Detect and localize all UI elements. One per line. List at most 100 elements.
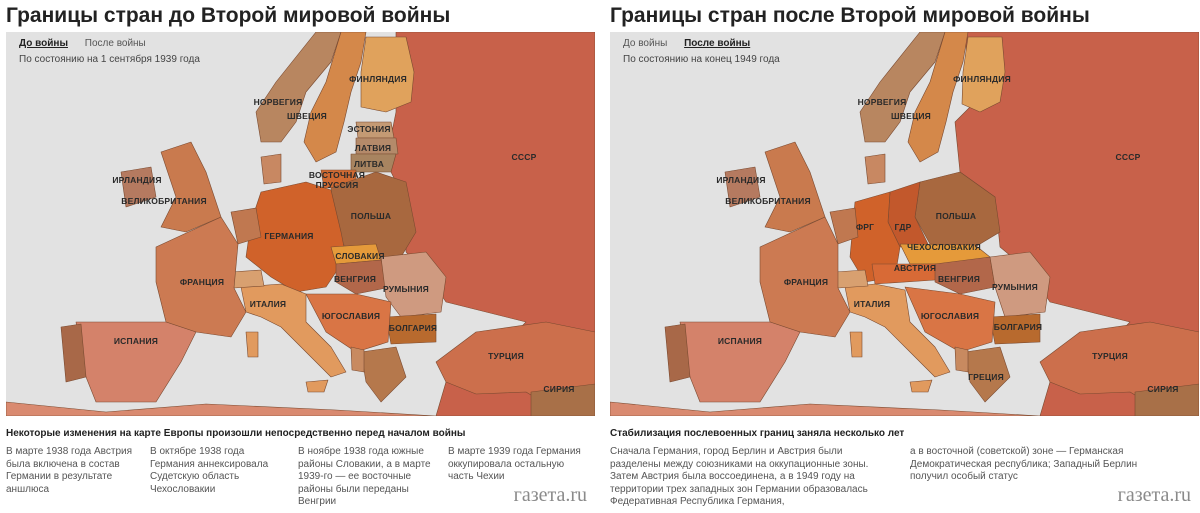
region-romania — [380, 251, 447, 318]
region-denmark — [864, 153, 886, 185]
label-bulgaria: БОЛГАРИЯ — [993, 322, 1043, 332]
region-bulgaria — [989, 313, 1041, 345]
region-north-africa — [6, 401, 437, 416]
region-uk — [764, 141, 826, 233]
tab-before-war[interactable]: До войны — [19, 38, 68, 49]
date-note: По состоянию на конец 1949 года — [623, 54, 780, 65]
label-bulgaria: БОЛГАРИЯ — [388, 323, 438, 333]
label-latvia: ЛАТВИЯ — [354, 143, 392, 153]
label-ireland: ИРЛАНДИЯ — [112, 175, 162, 185]
label-estonia: ЭСТОНИЯ — [347, 124, 391, 134]
caption: Стабилизация послевоенных границ заняла … — [610, 428, 905, 439]
tab-before-war[interactable]: До войны — [623, 38, 668, 49]
label-finland: ФИНЛЯНДИЯ — [953, 74, 1011, 84]
region-sweden — [303, 32, 367, 163]
region-hungary — [934, 256, 996, 295]
tab-after-war[interactable]: После войны — [84, 38, 146, 49]
caption: Некоторые изменения на карте Европы прои… — [6, 428, 466, 439]
label-czechoslovakia: ЧЕХОСЛОВАКИЯ — [907, 242, 981, 252]
label-syria: СИРИЯ — [543, 384, 575, 394]
region-syria — [530, 383, 595, 416]
label-poland: ПОЛЬША — [935, 211, 977, 221]
region-ussr — [385, 32, 595, 416]
region-syria — [1134, 383, 1199, 416]
region-ireland — [724, 166, 761, 208]
label-ireland: ИРЛАНДИЯ — [716, 175, 766, 185]
label-slovakia: СЛОВАКИЯ — [335, 251, 385, 261]
region-portugal — [664, 323, 691, 383]
label-france: ФРАНЦИЯ — [179, 277, 225, 287]
region-albania — [954, 346, 969, 373]
tab-bar: До войны После войны — [623, 38, 764, 49]
map-before: До войны После войны По состоянию на 1 с… — [6, 32, 595, 416]
tab-after-war[interactable]: После войны — [684, 38, 751, 49]
map-panel-before: Границы стран до Второй мировой войны — [0, 0, 595, 513]
label-ussr: СССР — [511, 152, 537, 162]
region-norway — [255, 32, 342, 143]
note-column-2: а в восточной (советской) зоне — Германс… — [910, 446, 1138, 482]
note-column-1: Сначала Германия, город Берлин и Австрия… — [610, 446, 869, 507]
label-spain: ИСПАНИЯ — [113, 336, 159, 346]
note-column-3: В ноябре 1938 года южные районы Словакии… — [298, 446, 431, 507]
region-romania — [989, 251, 1051, 318]
tab-bar: До войны После войны — [19, 38, 160, 49]
region-france — [155, 216, 247, 338]
region-finland — [961, 36, 1006, 113]
label-romania: РУМЫНИЯ — [382, 284, 430, 294]
region-denmark — [260, 153, 282, 185]
label-sweden: ШВЕЦИЯ — [891, 111, 931, 121]
europe-map — [6, 32, 595, 416]
label-gdr: ГДР — [894, 222, 912, 232]
label-hungary: ВЕНГРИЯ — [937, 274, 981, 284]
region-lithuania — [350, 153, 397, 173]
brand-logo: газета.ru — [1117, 484, 1191, 506]
label-norway: НОРВЕГИЯ — [857, 97, 907, 107]
label-norway: НОРВЕГИЯ — [253, 97, 303, 107]
label-turkey: ТУРЦИЯ — [1092, 351, 1128, 361]
panel-title: Границы стран до Второй мировой войны — [6, 4, 451, 27]
region-portugal — [60, 323, 87, 383]
region-switzerland — [230, 269, 265, 289]
label-germany: ГЕРМАНИЯ — [264, 231, 314, 241]
region-ussr — [954, 32, 1199, 416]
region-frg — [849, 191, 901, 283]
region-bulgaria — [385, 313, 437, 345]
map-after: До войны После войны По состоянию на кон… — [610, 32, 1199, 416]
region-poland — [914, 171, 1001, 248]
label-syria: СИРИЯ — [1147, 384, 1179, 394]
region-sweden — [907, 32, 969, 163]
label-poland: ПОЛЬША — [350, 211, 392, 221]
label-finland: ФИНЛЯНДИЯ — [349, 74, 407, 84]
label-uk: ВЕЛИКОБРИТАНИЯ — [725, 196, 811, 206]
note-column-1: В марте 1938 года Австрия была включена … — [6, 446, 133, 495]
label-ussr: СССР — [1115, 152, 1141, 162]
region-greece — [964, 346, 1011, 403]
region-latvia — [355, 137, 399, 155]
label-frg: ФРГ — [855, 222, 875, 232]
region-france — [759, 216, 851, 338]
region-italy — [844, 283, 951, 378]
region-sardinia — [849, 331, 863, 358]
region-north-africa — [610, 401, 1041, 416]
region-uk — [160, 141, 222, 233]
label-greece: ГРЕЦИЯ — [968, 372, 1004, 382]
region-norway — [859, 32, 946, 143]
label-east-prussia: ВОСТОЧНАЯ ПРУССИЯ — [308, 170, 366, 190]
label-yugoslavia: ЮГОСЛАВИЯ — [920, 311, 980, 321]
label-austria: АВСТРИЯ — [893, 263, 937, 273]
label-hungary: ВЕНГРИЯ — [333, 274, 377, 284]
label-turkey: ТУРЦИЯ — [488, 351, 524, 361]
region-yugoslavia — [904, 286, 996, 353]
region-sicily — [909, 379, 933, 393]
europe-map — [610, 32, 1199, 416]
region-finland — [360, 36, 415, 113]
region-switzerland — [834, 269, 869, 289]
region-sardinia — [245, 331, 259, 358]
region-albania — [350, 346, 365, 373]
region-benelux — [230, 207, 262, 245]
panel-title: Границы стран после Второй мировой войны — [610, 4, 1090, 27]
label-spain: ИСПАНИЯ — [717, 336, 763, 346]
label-lithuania: ЛИТВА — [353, 159, 385, 169]
label-france: ФРАНЦИЯ — [783, 277, 829, 287]
label-romania: РУМЫНИЯ — [991, 282, 1039, 292]
